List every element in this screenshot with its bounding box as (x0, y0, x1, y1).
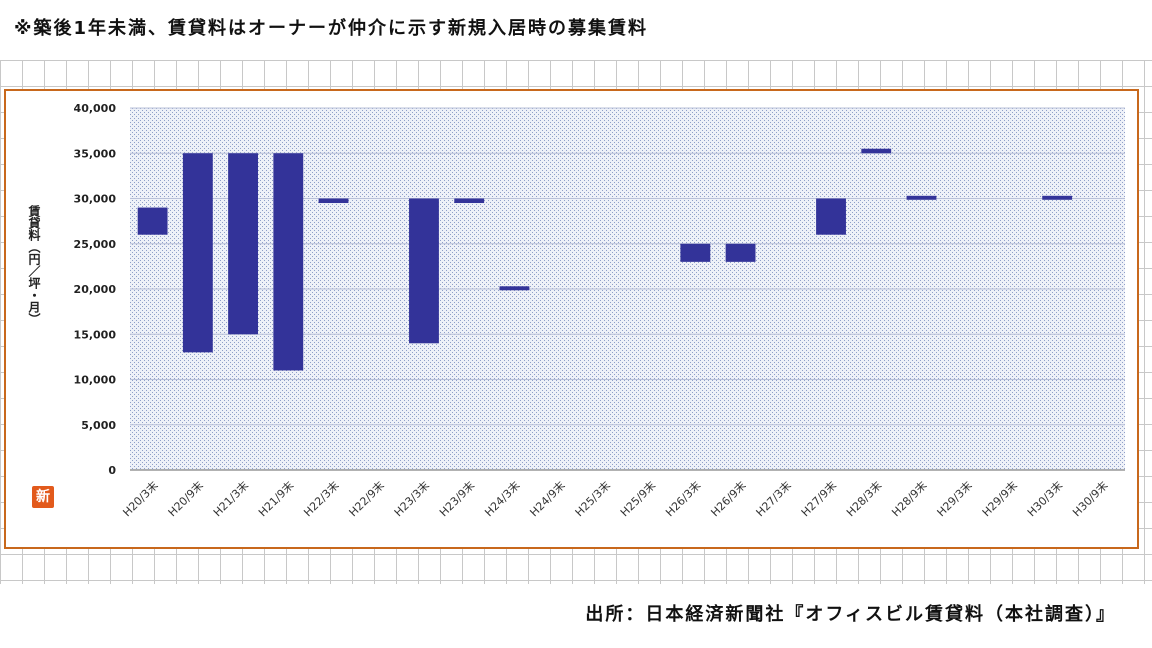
bar (273, 153, 304, 371)
y-tick-label: 40,000 (74, 102, 117, 115)
x-tick-label: H26/3末 (662, 478, 703, 519)
bar (318, 198, 349, 204)
y-axis-label: 賃貸料（円／坪・月） (27, 204, 41, 325)
x-tick-label: H24/3末 (482, 478, 523, 519)
x-tick-label: H23/3末 (391, 478, 432, 519)
bar (499, 286, 530, 291)
bar (906, 195, 937, 200)
x-tick-label: H26/9末 (708, 478, 749, 519)
bar (816, 198, 846, 235)
x-tick-label: H22/9末 (346, 478, 387, 519)
chart-note: ※築後1年未満、賃貸料はオーナーが仲介に示す新規入居時の募集賃料 (14, 18, 649, 39)
x-tick-label: H23/9末 (436, 478, 477, 519)
x-tick-label: H27/9末 (798, 478, 839, 519)
bar (861, 148, 892, 154)
header-band (0, 0, 1152, 60)
y-tick-label: 30,000 (74, 193, 117, 206)
x-tick-label: H21/3末 (210, 478, 251, 519)
y-tick-label: 10,000 (74, 374, 117, 387)
x-tick-label: H30/3末 (1024, 478, 1065, 519)
x-tick-label: H25/3末 (572, 478, 613, 519)
footer-band (0, 584, 1152, 648)
bar (137, 207, 168, 235)
x-tick-label: H28/9末 (889, 478, 930, 519)
y-tick-label: 15,000 (74, 328, 117, 341)
bar (182, 153, 213, 353)
x-tick-label: H25/9末 (617, 478, 658, 519)
x-tick-label: H22/3末 (301, 478, 342, 519)
bar (680, 243, 711, 262)
x-tick-label: H28/3末 (843, 478, 884, 519)
y-tick-label: 25,000 (74, 238, 117, 251)
bar (725, 243, 756, 262)
x-tick-label: H29/3末 (934, 478, 975, 519)
x-tick-label: H20/3末 (120, 478, 161, 519)
source-credit: 出所：日本経済新聞社『オフィスビル賃貸料（本社調査）』 (585, 604, 1116, 625)
x-tick-label: H27/3末 (753, 478, 794, 519)
y-tick-label: 0 (108, 464, 116, 477)
x-tick-label: H24/9末 (527, 478, 568, 519)
bar (228, 153, 258, 335)
y-tick-label: 20,000 (74, 283, 117, 296)
x-tick-label: H29/9末 (979, 478, 1020, 519)
bar (1042, 195, 1073, 200)
y-tick-label: 35,000 (74, 147, 117, 160)
x-tick-label: H21/9末 (255, 478, 296, 519)
x-tick-label: H20/9末 (165, 478, 206, 519)
bar (409, 198, 439, 344)
x-tick-label: H30/9末 (1070, 478, 1111, 519)
bar (454, 198, 485, 204)
nikkei-stamp: 新 (32, 486, 54, 508)
y-tick-label: 5,000 (81, 419, 116, 432)
